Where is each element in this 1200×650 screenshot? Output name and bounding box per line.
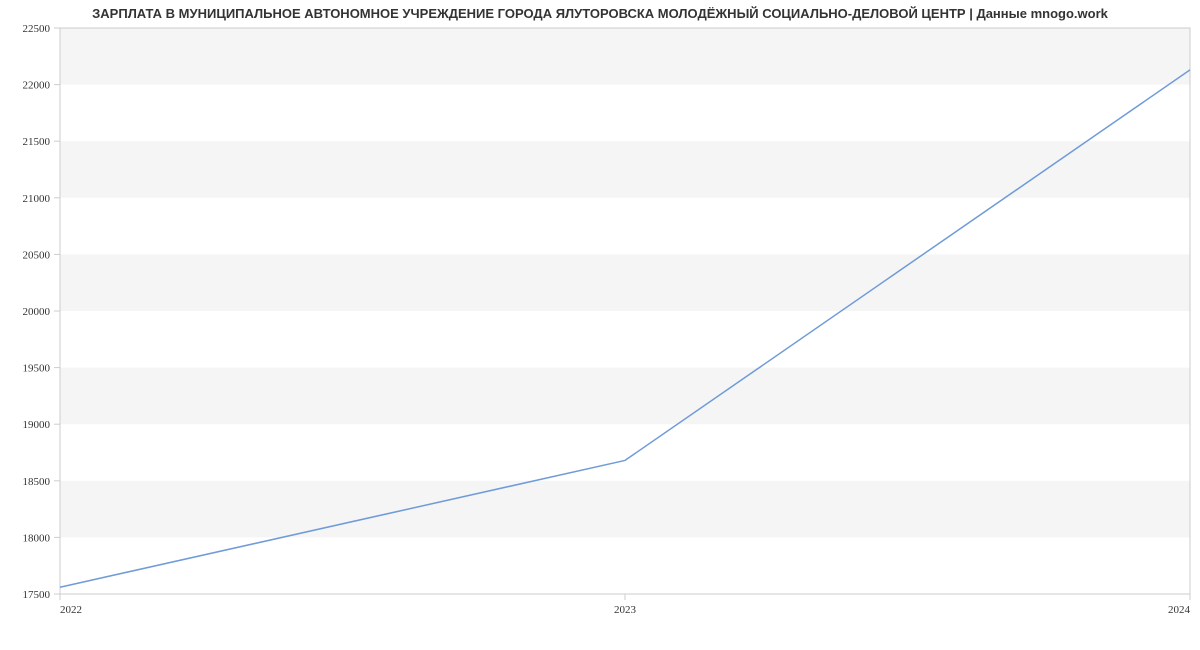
ytick-label: 20000 bbox=[23, 306, 51, 318]
ytick-label: 17500 bbox=[23, 589, 51, 601]
ytick-label: 18500 bbox=[23, 476, 51, 488]
ytick-label: 19500 bbox=[23, 363, 51, 375]
xtick-label: 2022 bbox=[60, 604, 82, 616]
plot-band bbox=[60, 254, 1190, 311]
xtick-label: 2024 bbox=[1168, 604, 1191, 616]
xtick-label: 2023 bbox=[614, 604, 637, 616]
ytick-label: 19000 bbox=[23, 419, 51, 431]
plot-band bbox=[60, 368, 1190, 425]
chart-svg: 17500 18000 18500 19000 19500 20000 20500 21000… bbox=[0, 0, 1200, 650]
ytick-label: 22500 bbox=[23, 23, 51, 35]
ytick-label: 21500 bbox=[23, 136, 51, 148]
plot-band bbox=[60, 481, 1190, 538]
ytick-label: 18000 bbox=[23, 532, 51, 544]
plot-band bbox=[60, 28, 1190, 85]
chart-container: ЗАРПЛАТА В МУНИЦИПАЛЬНОЕ АВТОНОМНОЕ УЧРЕ… bbox=[0, 0, 1200, 650]
ytick-label: 20500 bbox=[23, 249, 51, 261]
ytick-label: 22000 bbox=[23, 80, 51, 92]
plot-band bbox=[60, 141, 1190, 198]
ytick-label: 21000 bbox=[23, 193, 51, 205]
